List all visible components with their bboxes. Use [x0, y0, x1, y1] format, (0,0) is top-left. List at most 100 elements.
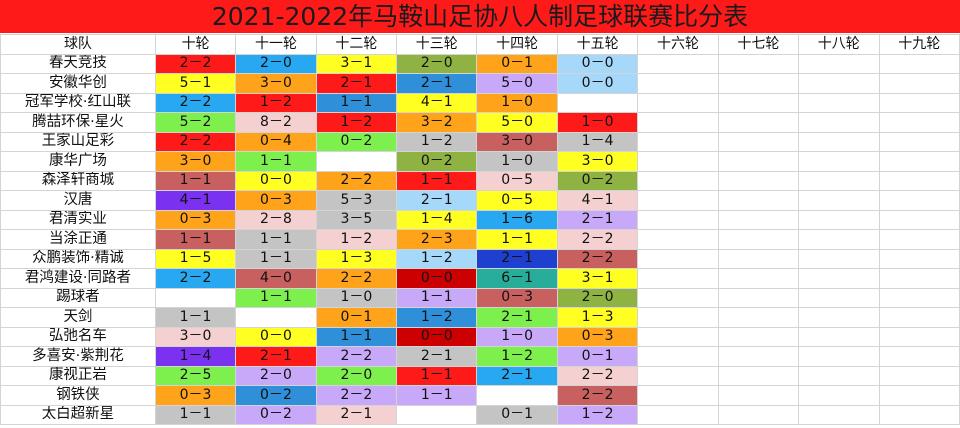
- score-cell: 2－0: [556, 287, 639, 308]
- score-cell: [556, 92, 639, 113]
- table-row: 天剑 1－1 0－1 1－2 2－1 1－3: [0, 307, 960, 328]
- score-cell: 6－1: [476, 268, 558, 289]
- score-cell: [637, 190, 719, 211]
- score-cell: 1－0: [476, 92, 558, 113]
- score-cell: 0－3: [556, 326, 639, 347]
- table-row: 太白超新星 1－1 0－2 2－1 0－1 1－2: [0, 404, 960, 425]
- table-row: 君鸿建设·同路者 2－2 4－0 2－2 0－0 6－1 3－1: [0, 268, 960, 289]
- score-cell: [798, 307, 880, 328]
- score-cell: [878, 346, 960, 367]
- table-row: 众鹏装饰·精诚 1－5 1－1 1－3 1－2 2－1 2－2: [0, 248, 960, 269]
- score-cell: 2－3: [396, 229, 478, 250]
- team-name: 春天竞技: [0, 53, 156, 74]
- score-cell: 0－2: [556, 170, 639, 191]
- table-row: 多喜安·紫荆花 1－4 2－1 2－2 2－1 1－2 0－1: [0, 346, 960, 367]
- score-cell: [637, 365, 719, 386]
- score-cell: [637, 209, 719, 230]
- score-cell: [798, 268, 880, 289]
- team-name: 安徽华创: [0, 73, 156, 94]
- score-cell: 3－0: [154, 326, 237, 347]
- score-cell: 8－2: [235, 112, 317, 133]
- score-cell: [878, 131, 960, 152]
- score-cell: 0－0: [396, 268, 478, 289]
- score-cell: 3－0: [154, 151, 237, 172]
- score-cell: [878, 151, 960, 172]
- score-cell: 2－2: [556, 385, 639, 406]
- score-cell: 2－2: [154, 268, 237, 289]
- table-row: 当涂正通 1－1 1－1 1－2 2－3 1－1 2－2: [0, 229, 960, 250]
- score-cell: 2－1: [315, 73, 398, 94]
- score-cell: 5－2: [154, 112, 237, 133]
- score-cell: [878, 287, 960, 308]
- score-cell: 4－1: [556, 190, 639, 211]
- score-cell: [637, 53, 719, 74]
- score-cell: 1－1: [315, 92, 398, 113]
- score-cell: [878, 326, 960, 347]
- score-cell: 2－1: [476, 307, 558, 328]
- score-cell: 1－1: [235, 229, 317, 250]
- team-name: 当涂正通: [0, 229, 156, 250]
- score-cell: [637, 131, 719, 152]
- score-cell: 1－2: [315, 112, 398, 133]
- score-cell: 1－2: [476, 346, 558, 367]
- score-cell: 1－4: [396, 209, 478, 230]
- score-cell: [878, 404, 960, 425]
- score-cell: 0－4: [235, 131, 317, 152]
- score-cell: 1－1: [154, 229, 237, 250]
- score-cell: [878, 307, 960, 328]
- score-cell: [717, 209, 800, 230]
- score-cell: 0－0: [235, 326, 317, 347]
- table-row: 踢球者 1－1 1－0 1－1 0－3 2－0: [0, 287, 960, 308]
- score-cell: [717, 248, 800, 269]
- score-cell: 1－4: [556, 131, 639, 152]
- score-cell: [717, 307, 800, 328]
- score-cell: [878, 170, 960, 191]
- score-cell: 4－1: [396, 92, 478, 113]
- score-cell: 3－1: [315, 53, 398, 74]
- score-cell: 0－3: [154, 385, 237, 406]
- team-name: 踢球者: [0, 287, 156, 308]
- score-cell: 1－0: [476, 151, 558, 172]
- table-row: 王家山足彩 2－2 0－4 0－2 1－2 3－0 1－4: [0, 131, 960, 152]
- team-name: 君清实业: [0, 209, 156, 230]
- table-row: 康视正岩 2－5 2－0 2－0 1－1 2－1 2－2: [0, 365, 960, 386]
- score-cell: 3－2: [396, 112, 478, 133]
- score-cell: 2－1: [556, 209, 639, 230]
- score-cell: 1－2: [235, 92, 317, 113]
- score-cell: [396, 404, 478, 425]
- score-cell: 2－0: [396, 53, 478, 74]
- score-cell: [717, 268, 800, 289]
- score-cell: [717, 131, 800, 152]
- score-cell: [637, 404, 719, 425]
- score-cell: [717, 346, 800, 367]
- score-cell: 2－1: [476, 248, 558, 269]
- score-cell: [717, 92, 800, 113]
- table-row: 森泽轩商城 1－1 0－0 2－2 1－1 0－5 0－2: [0, 170, 960, 191]
- score-cell: [878, 268, 960, 289]
- score-cell: 5－3: [315, 190, 398, 211]
- score-cell: 2－2: [154, 53, 237, 74]
- score-cell: 2－2: [315, 385, 398, 406]
- score-cell: 3－1: [556, 268, 639, 289]
- score-cell: [717, 287, 800, 308]
- score-cell: 2－2: [315, 170, 398, 191]
- score-cell: 2－0: [235, 53, 317, 74]
- score-cell: [235, 307, 317, 328]
- score-cell: 0－2: [315, 131, 398, 152]
- score-cell: 4－1: [154, 190, 237, 211]
- score-cell: 0－3: [154, 209, 237, 230]
- score-cell: [717, 229, 800, 250]
- table-row: 康华广场 3－0 1－1 0－2 1－0 3－0: [0, 151, 960, 172]
- score-cell: [798, 151, 880, 172]
- score-cell: 2－2: [556, 365, 639, 386]
- score-cell: 3－0: [235, 73, 317, 94]
- score-cell: [637, 326, 719, 347]
- score-cell: [717, 112, 800, 133]
- score-cell: 1－3: [556, 307, 639, 328]
- team-name: 汉唐: [0, 190, 156, 211]
- score-cell: 1－1: [235, 151, 317, 172]
- score-cell: [878, 53, 960, 74]
- team-name: 森泽轩商城: [0, 170, 156, 191]
- score-cell: 1－1: [396, 385, 478, 406]
